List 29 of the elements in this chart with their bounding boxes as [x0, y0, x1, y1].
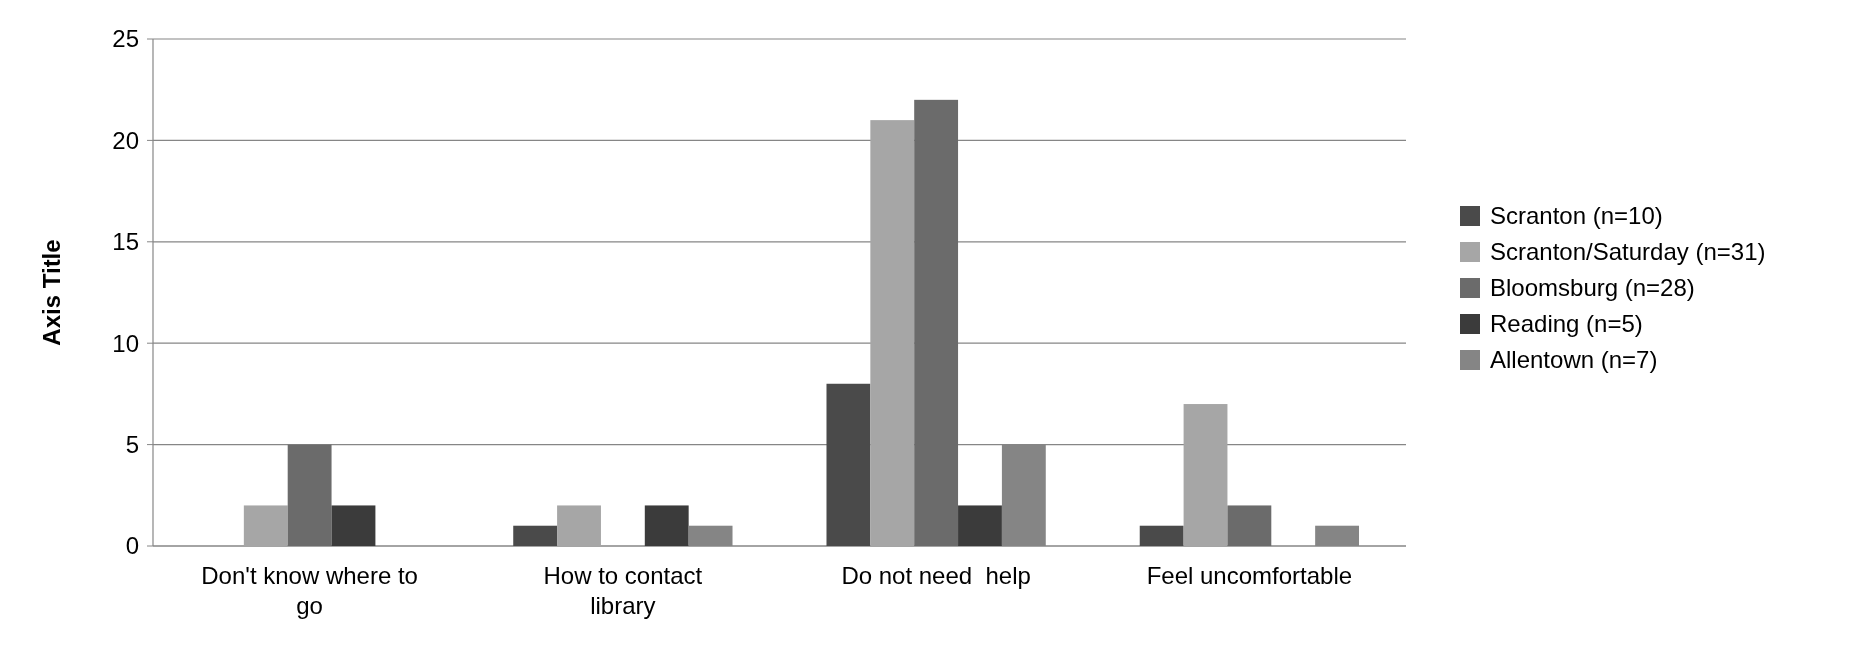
- bar: [870, 120, 915, 546]
- bar: [1227, 505, 1272, 546]
- y-tick-label: 5: [125, 431, 139, 458]
- y-axis-title: Axis Title: [38, 239, 65, 346]
- legend-label: Scranton (n=10): [1490, 202, 1663, 230]
- y-tick-label: 10: [112, 329, 139, 357]
- bar: [826, 383, 871, 546]
- y-tick-label: 15: [112, 228, 139, 256]
- x-tick-label: Don't know where to go: [201, 562, 418, 619]
- x-tick-label: How to contact library: [543, 562, 703, 619]
- x-tick-label: Do not need help: [841, 562, 1031, 589]
- bar: [331, 505, 376, 546]
- legend-label: Allentown (n=7): [1490, 346, 1658, 374]
- bar: [914, 99, 959, 546]
- y-tick-label: 25: [112, 25, 139, 53]
- bar: [287, 444, 332, 546]
- y-tick-label: 0: [125, 532, 139, 560]
- y-tick-label: 20: [112, 126, 139, 154]
- bar: [958, 505, 1002, 546]
- legend-label: Bloomsburg (n=28): [1490, 274, 1695, 302]
- bar: [513, 525, 558, 546]
- legend-label: Scranton/Saturday (n=31): [1490, 238, 1766, 266]
- bar: [557, 505, 601, 546]
- legend-label: Reading (n=5): [1490, 310, 1643, 338]
- bar: [644, 505, 689, 546]
- x-tick-label: Feel uncomfortable: [1146, 562, 1353, 589]
- bar: [243, 505, 288, 546]
- bar: [1139, 525, 1184, 546]
- bar: [1183, 404, 1228, 546]
